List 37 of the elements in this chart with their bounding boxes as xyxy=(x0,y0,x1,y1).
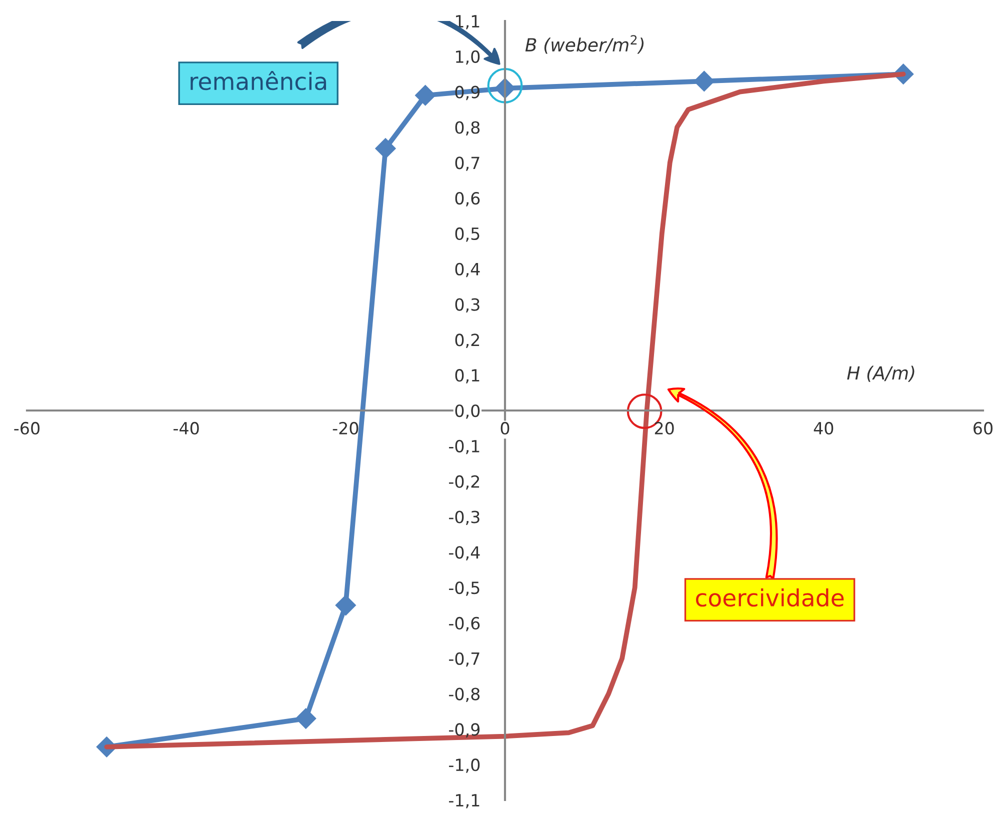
point xyxy=(375,138,396,159)
x-tick-label: 0 xyxy=(500,422,510,435)
y-tick-label: -0,8 xyxy=(448,688,480,702)
y-tick-label: -0,2 xyxy=(448,475,480,490)
y-tick-label: 1,0 xyxy=(456,50,480,65)
annotation: remanência xyxy=(190,70,326,90)
y-tick-label: -1,0 xyxy=(448,758,480,773)
y-tick-label: -0,9 xyxy=(448,723,480,738)
y-tick-label: 0,8 xyxy=(455,121,480,136)
point xyxy=(295,708,316,729)
x-tick-label: 60 xyxy=(974,422,992,435)
x-tick-label: -20 xyxy=(332,422,358,435)
x-tick-label: -40 xyxy=(174,422,199,435)
y-tick-label: 0,5 xyxy=(455,227,480,242)
y-tick-label: -0,4 xyxy=(448,546,480,560)
y-tick-label: 0,0 xyxy=(455,404,480,419)
y-axis-title: B (weber/m$^{2}$) xyxy=(525,35,644,54)
y-tick-label: 0,1 xyxy=(455,369,480,384)
y-tick-label: 0,2 xyxy=(455,334,480,348)
x-tick-label: 40 xyxy=(814,422,834,435)
y-tick-label: -0,3 xyxy=(448,510,480,525)
x-tick-label: 20 xyxy=(654,422,674,435)
y-tick-label: 0,6 xyxy=(455,192,480,206)
point xyxy=(335,594,356,616)
point xyxy=(414,85,436,106)
y-tick-label: 0,7 xyxy=(455,156,480,171)
annotation: coercividade xyxy=(696,588,844,607)
y-tick-label: 0,3 xyxy=(455,298,480,313)
y-tick-label: -0,7 xyxy=(448,652,480,667)
x-tick-label: -60 xyxy=(14,422,40,435)
y-tick-label: -0,6 xyxy=(448,616,480,632)
x-axis-title: H (A/m) xyxy=(847,366,914,382)
point xyxy=(694,70,715,92)
y-tick-label: -1,1 xyxy=(448,794,480,808)
y-tick-label: 0,4 xyxy=(455,262,480,278)
y-tick-label: -0,5 xyxy=(448,582,480,596)
y-tick-label: -0,1 xyxy=(448,440,480,454)
